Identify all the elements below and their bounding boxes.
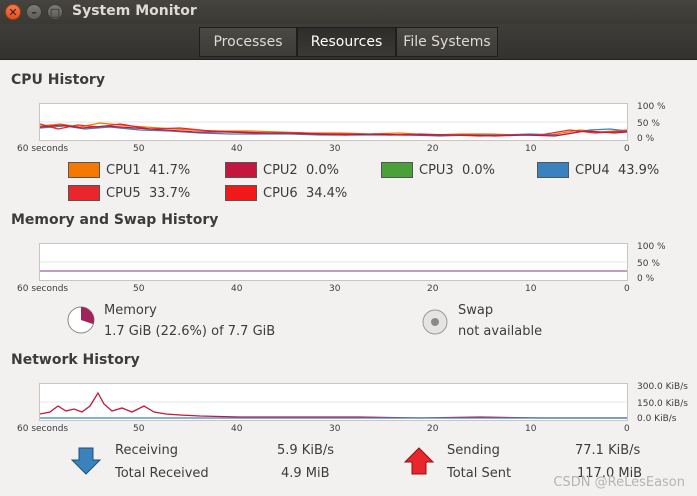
sending-line [39,391,627,419]
minimize-window-button[interactable]: – [26,4,42,20]
cpu1-name: CPU1 [106,162,141,178]
cpu-xtick-40: 40 [231,144,243,154]
cpu3-value: 0.0% [461,162,495,178]
swap-value: not available [458,324,543,339]
network-ytick-0: 0.0 KiB/s [637,414,677,424]
cpu3-name: CPU3 [419,162,454,178]
cpu-xtick-30: 30 [329,144,341,154]
tab-resources[interactable]: Resources [297,27,396,57]
memory-xtick-20: 20 [427,284,439,294]
cpu-xtick-60: 60 seconds [17,144,69,154]
memory-xtick-50: 50 [133,284,145,294]
network-xtick-30: 30 [329,424,341,434]
cpu4-color-swatch[interactable] [537,162,569,178]
memory-graph-svg [40,261,627,272]
network-graph-svg [39,391,627,419]
cpu2-color-swatch[interactable] [225,162,257,178]
cpu-ytick-0: 0 % [637,134,655,144]
total-sent-label: Total Sent [447,466,512,481]
cpu5-value: 33.7% [148,185,191,201]
cpu-xtick-50: 50 [133,144,145,154]
cpu4-value: 43.9% [617,162,660,178]
memory-value: 1.7 GiB (22.6%) of 7.7 GiB [104,324,276,339]
memory-history-graph [39,243,628,281]
receiving-arrow-icon[interactable] [70,446,102,476]
watermark: CSDN @ReLesEason [553,475,685,490]
total-received-value: 4.9 MiB [281,466,330,481]
cpu6-legend[interactable]: CPU6 34.4% [225,185,347,201]
network-history-title: Network History [11,352,140,368]
memory-xtick-30: 30 [329,284,341,294]
cpu2-legend[interactable]: CPU2 0.0% [225,162,339,178]
cpu-history-title: CPU History [11,72,105,88]
close-icon: ✕ [8,5,18,19]
cpu-history-graph [39,103,628,141]
cpu-xtick-20: 20 [427,144,439,154]
cpu-xtick-10: 10 [525,144,537,154]
cpu1-value: 41.7% [148,162,191,178]
maximize-icon: □ [49,5,61,19]
cpu6-name: CPU6 [263,185,298,201]
total-sent-value: 117.0 MiB [577,466,643,481]
cpu6-line [39,124,628,137]
maximize-window-button[interactable]: □ [47,4,63,20]
cpu4-name: CPU4 [575,162,610,178]
cpu3-color-swatch[interactable] [381,162,413,178]
cpu-xtick-0: 0 [624,144,630,154]
title-bar: ✕ – □ System Monitor [0,0,697,24]
swap-label: Swap [458,303,494,318]
cpu6-color-swatch[interactable] [225,185,257,201]
receiving-value: 5.9 KiB/s [277,443,335,458]
network-xtick-50: 50 [133,424,145,434]
cpu2-name: CPU2 [263,162,298,178]
cpu3-legend[interactable]: CPU3 0.0% [381,162,495,178]
network-xtick-20: 20 [427,424,439,434]
memory-pie-slice [81,307,94,325]
swap-pie-svg [422,309,448,335]
cpu2-value: 0.0% [305,162,339,178]
tab-processes[interactable]: Processes [199,27,297,57]
cpu5-name: CPU5 [106,185,141,201]
receiving-label: Receiving [115,443,179,458]
memory-pie-svg [67,306,95,334]
memory-xtick-60: 60 seconds [17,284,69,294]
sending-arrow-icon[interactable] [403,446,435,476]
memory-label: Memory [104,303,157,318]
tab-bar: Processes Resources File Systems [0,24,697,60]
close-window-button[interactable]: ✕ [5,4,21,20]
tab-file-systems[interactable]: File Systems [396,27,498,57]
network-xtick-0: 0 [624,424,630,434]
minimize-icon: – [31,5,37,19]
cpu5-color-swatch[interactable] [68,185,100,201]
memory-history-title: Memory and Swap History [11,212,219,228]
total-received-label: Total Received [115,466,209,481]
memory-xtick-0: 0 [624,284,630,294]
cpu6-value: 34.4% [305,185,348,201]
cpu-ytick-100: 100 % [637,102,666,112]
memory-ytick-0: 0 % [637,274,655,284]
cpu-ytick-50: 50 % [637,119,660,129]
network-xtick-10: 10 [525,424,537,434]
memory-ytick-100: 100 % [637,242,666,252]
swap-pie-icon[interactable] [421,308,449,336]
cpu4-legend[interactable]: CPU4 43.9% [537,162,659,178]
sending-value: 77.1 KiB/s [575,443,641,458]
cpu5-legend[interactable]: CPU5 33.7% [68,185,190,201]
cpu1-legend[interactable]: CPU1 41.7% [68,162,190,178]
memory-pie-icon[interactable] [66,305,96,335]
window-title: System Monitor [72,3,197,19]
memory-xtick-40: 40 [231,284,243,294]
network-ytick-150: 150.0 KiB/s [637,399,688,409]
cpu1-color-swatch[interactable] [68,162,100,178]
sending-label: Sending [447,443,500,458]
network-xtick-40: 40 [231,424,243,434]
memory-ytick-50: 50 % [637,259,660,269]
network-xtick-60: 60 seconds [17,424,69,434]
cpu-graph-svg [39,121,628,137]
network-ytick-300: 300.0 KiB/s [637,382,688,392]
memory-xtick-10: 10 [525,284,537,294]
network-history-graph [39,383,628,421]
